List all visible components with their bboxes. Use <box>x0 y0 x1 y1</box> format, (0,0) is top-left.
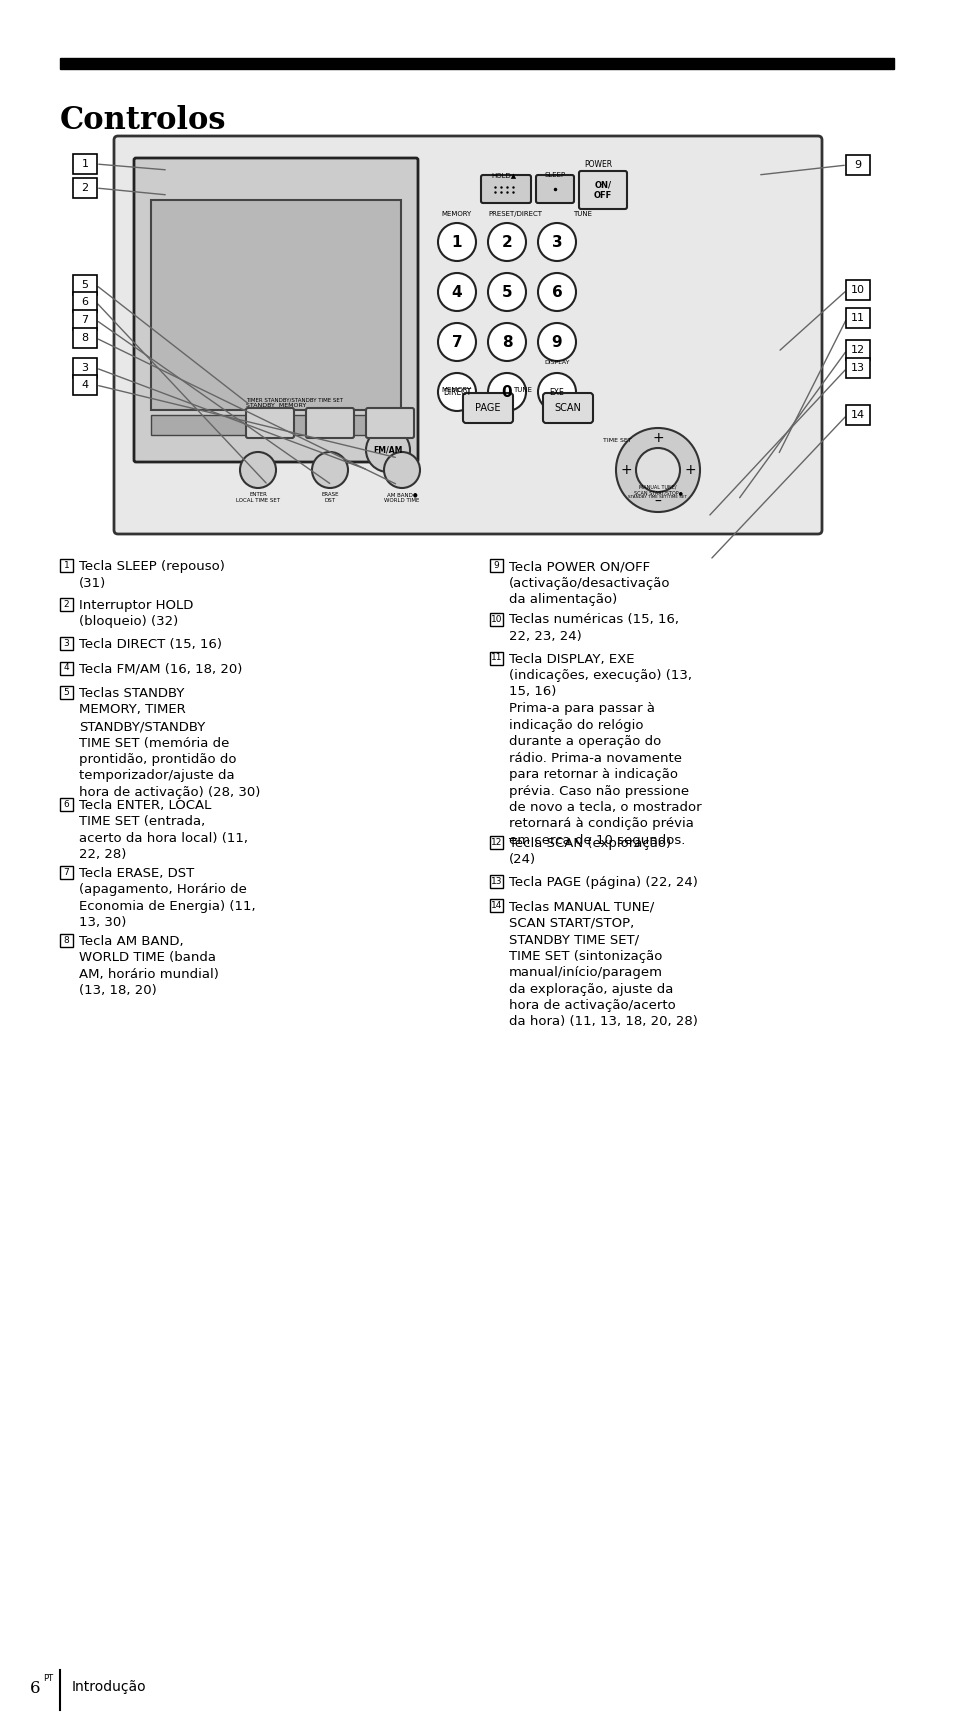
Text: 12: 12 <box>490 837 501 847</box>
Text: ON/
OFF: ON/ OFF <box>594 180 612 201</box>
Bar <box>60 866 73 878</box>
FancyBboxPatch shape <box>73 178 97 199</box>
Circle shape <box>437 373 476 412</box>
Text: 8: 8 <box>501 334 512 349</box>
Text: HOLD▲: HOLD▲ <box>491 171 516 178</box>
Text: MEMORY: MEMORY <box>440 387 471 392</box>
Text: 2: 2 <box>81 183 89 194</box>
Text: 10: 10 <box>490 614 501 624</box>
FancyBboxPatch shape <box>73 329 97 348</box>
Text: FM/AM: FM/AM <box>373 446 402 455</box>
Text: 6: 6 <box>30 1681 40 1696</box>
Text: 5: 5 <box>64 688 70 697</box>
Circle shape <box>537 373 576 412</box>
Text: Tecla SLEEP (repouso)
(31): Tecla SLEEP (repouso) (31) <box>79 560 225 590</box>
FancyBboxPatch shape <box>542 392 593 424</box>
Bar <box>490 612 502 626</box>
FancyBboxPatch shape <box>845 156 869 175</box>
Text: TIMER STANDBY/STANDBY TIME SET: TIMER STANDBY/STANDBY TIME SET <box>246 398 343 403</box>
Text: 14: 14 <box>490 901 501 909</box>
Text: Teclas STANDBY
MEMORY, TIMER
STANDBY/STANDBY
TIME SET (memória de
prontidão, pro: Teclas STANDBY MEMORY, TIMER STANDBY/STA… <box>79 686 260 799</box>
FancyBboxPatch shape <box>845 341 869 360</box>
Text: ENTER: ENTER <box>249 493 267 496</box>
Text: 8: 8 <box>64 935 70 944</box>
Text: ERASE: ERASE <box>321 493 338 496</box>
Text: Teclas numéricas (15, 16,
22, 23, 24): Teclas numéricas (15, 16, 22, 23, 24) <box>509 614 679 643</box>
Circle shape <box>437 273 476 311</box>
FancyBboxPatch shape <box>73 275 97 296</box>
Text: 9: 9 <box>854 161 861 169</box>
Bar <box>490 652 502 664</box>
Text: 12: 12 <box>850 346 864 354</box>
Text: Tecla POWER ON/OFF
(activação/desactivação
da alimentação): Tecla POWER ON/OFF (activação/desactivaç… <box>509 560 670 605</box>
Text: 14: 14 <box>850 410 864 420</box>
Text: STANDBY TIME SET/TIME SET: STANDBY TIME SET/TIME SET <box>628 494 687 500</box>
FancyBboxPatch shape <box>113 137 821 534</box>
Text: 6: 6 <box>551 285 561 299</box>
FancyBboxPatch shape <box>366 408 414 437</box>
Text: PAGE: PAGE <box>475 403 500 413</box>
Text: 5: 5 <box>501 285 512 299</box>
Text: LOCAL TIME SET: LOCAL TIME SET <box>235 498 280 503</box>
Text: Controlos: Controlos <box>60 105 226 137</box>
Text: 1: 1 <box>452 235 462 249</box>
FancyBboxPatch shape <box>73 154 97 175</box>
Circle shape <box>537 273 576 311</box>
Text: 11: 11 <box>490 654 501 662</box>
Text: Tecla SCAN (exploração)
(24): Tecla SCAN (exploração) (24) <box>509 837 670 866</box>
Text: +: + <box>652 431 663 444</box>
Text: 9: 9 <box>551 334 561 349</box>
Text: 6: 6 <box>81 297 89 308</box>
Bar <box>490 558 502 572</box>
Bar <box>60 686 73 699</box>
Text: Tecla AM BAND,
WORLD TIME (banda
AM, horário mundial)
(13, 18, 20): Tecla AM BAND, WORLD TIME (banda AM, hor… <box>79 934 218 998</box>
Text: 10: 10 <box>850 285 864 296</box>
Text: 4: 4 <box>451 285 462 299</box>
Text: WORLD TIME: WORLD TIME <box>384 498 419 503</box>
Text: 6: 6 <box>64 799 70 809</box>
Bar <box>490 835 502 849</box>
Text: EXE: EXE <box>549 387 564 396</box>
Text: MEMORY: MEMORY <box>440 211 471 218</box>
Circle shape <box>488 223 525 261</box>
Text: TUNE: TUNE <box>573 211 592 218</box>
Text: +: + <box>619 463 631 477</box>
Circle shape <box>537 223 576 261</box>
Text: Tecla FM/AM (16, 18, 20): Tecla FM/AM (16, 18, 20) <box>79 662 242 676</box>
FancyBboxPatch shape <box>462 392 513 424</box>
Bar <box>60 636 73 650</box>
FancyBboxPatch shape <box>246 408 294 437</box>
FancyBboxPatch shape <box>845 280 869 301</box>
Text: 11: 11 <box>850 313 864 323</box>
Circle shape <box>437 323 476 361</box>
Text: 7: 7 <box>81 315 89 325</box>
Text: DIRECT: DIRECT <box>442 387 471 396</box>
Bar <box>490 899 502 911</box>
Circle shape <box>240 451 275 488</box>
Text: TIME SET: TIME SET <box>602 437 631 443</box>
Text: AM BAND●: AM BAND● <box>386 493 416 496</box>
Circle shape <box>537 323 576 361</box>
FancyBboxPatch shape <box>73 309 97 330</box>
Bar <box>151 415 400 436</box>
Circle shape <box>636 448 679 493</box>
Text: 1: 1 <box>81 159 89 169</box>
Text: DISPLAY: DISPLAY <box>543 360 569 365</box>
FancyBboxPatch shape <box>73 292 97 311</box>
Bar <box>60 558 73 572</box>
Circle shape <box>488 373 525 412</box>
Text: MANUAL TUNE/
SCAN START/STOP●: MANUAL TUNE/ SCAN START/STOP● <box>633 484 681 494</box>
Text: PRESET/DIRECT: PRESET/DIRECT <box>488 211 541 218</box>
Text: TUNE: TUNE <box>513 387 532 392</box>
Text: 3: 3 <box>81 363 89 373</box>
Text: Tecla DISPLAY, EXE
(indicações, execução) (13,
15, 16)
Prima-a para passar à
ind: Tecla DISPLAY, EXE (indicações, execução… <box>509 652 700 847</box>
FancyBboxPatch shape <box>306 408 354 437</box>
Text: POWER: POWER <box>583 161 612 169</box>
Text: 13: 13 <box>850 363 864 373</box>
Text: 3: 3 <box>64 640 70 648</box>
Circle shape <box>616 429 700 512</box>
Text: Teclas MANUAL TUNE/
SCAN START/STOP,
STANDBY TIME SET/
TIME SET (sintonização
ma: Teclas MANUAL TUNE/ SCAN START/STOP, STA… <box>509 901 698 1029</box>
FancyBboxPatch shape <box>845 405 869 425</box>
FancyBboxPatch shape <box>480 175 531 202</box>
Bar <box>60 797 73 811</box>
